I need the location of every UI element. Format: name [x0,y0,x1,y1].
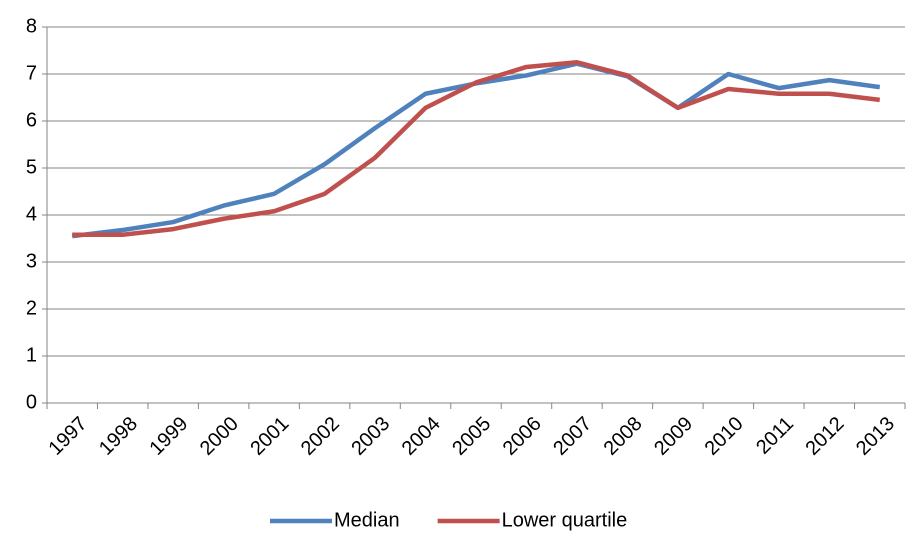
y-tick-label: 1 [26,344,37,366]
x-tick-label: 1997 [44,413,91,460]
series-line [71,61,881,239]
series-line [72,60,881,237]
x-tick-label: 2007 [549,413,596,460]
x-tick-label: 2013 [852,413,899,460]
x-tick-label: 2000 [196,413,243,460]
y-tick-label: 2 [26,297,37,319]
legend-label: Lower quartile [502,509,628,531]
y-tick-label: 6 [26,109,37,131]
x-tick-label: 2012 [802,413,849,460]
x-tick-label: 2010 [701,413,748,460]
y-tick-label: 0 [26,391,37,413]
x-tick-label: 1998 [95,413,142,460]
x-tick-label: 2004 [398,413,445,460]
y-tick-label: 5 [26,156,37,178]
y-tick-label: 8 [26,15,37,37]
x-tick-label: 2008 [600,413,647,460]
x-tick-label: 1999 [145,413,192,460]
x-tick-label: 2001 [246,413,293,460]
x-tick-label: 2002 [297,413,344,460]
y-tick-label: 4 [26,203,37,225]
x-tick-label: 2006 [499,413,546,460]
x-tick-label: 2009 [650,413,697,460]
legend-label: Median [334,509,400,531]
y-tick-label: 3 [26,250,37,272]
x-tick-label: 2003 [347,413,394,460]
y-tick-label: 7 [26,62,37,84]
x-tick-label: 2005 [448,413,495,460]
x-tick-label: 2011 [752,413,798,459]
